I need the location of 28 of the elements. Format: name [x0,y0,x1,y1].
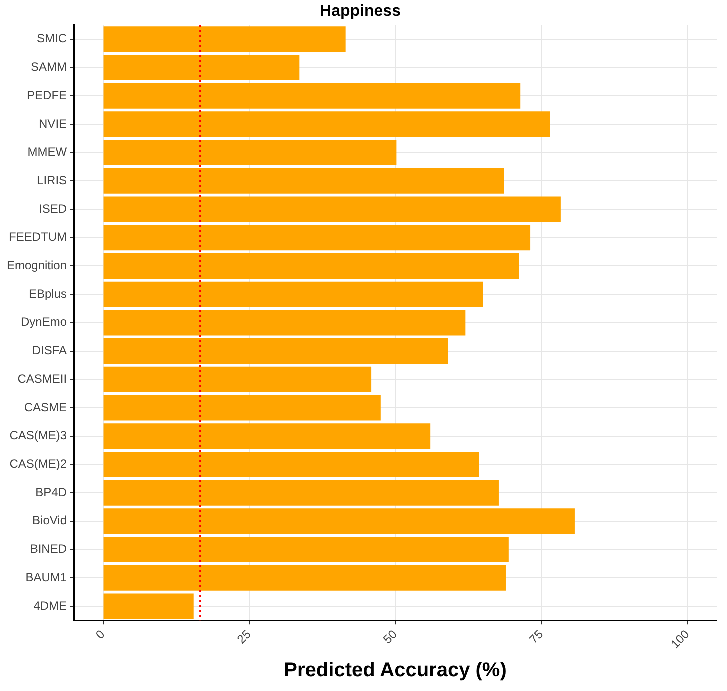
x-tick-label: 25 [234,627,254,647]
chart-title: Happiness [320,3,402,20]
y-tick-label: BioVid [32,514,68,528]
y-tick-label: DISFA [32,344,68,358]
y-tick-label: BP4D [36,485,68,500]
y-tick-label: CAS(ME)3 [10,428,68,443]
y-tick-label: 4DME [34,598,68,613]
y-tick-label: CASME [24,400,68,414]
y-tick-label: DynEmo [21,315,68,330]
y-tick-label: NVIE [39,116,68,131]
y-tick-label: LIRIS [37,173,68,188]
y-tick-label: SAMM [31,60,68,74]
x-axis-title: Predicted Accuracy (%) [284,660,507,682]
y-tick-label: MMEW [28,145,68,160]
y-tick-label: BAUM1 [26,570,68,584]
y-tick-label: CASMEII [18,372,68,386]
y-tick-label: SMIC [37,32,68,46]
x-tick-label: 0 [93,627,108,642]
x-tick-label: 100 [668,627,692,652]
y-tick-label: ISED [39,202,68,216]
y-tick-label: CAS(ME)2 [10,457,68,472]
y-tick-label: BINED [30,542,68,556]
y-tick-label: EBplus [29,286,68,301]
x-tick-label: 75 [526,627,546,647]
x-tick-label: 50 [380,627,400,647]
y-tick-label: PEDFE [27,88,68,102]
y-tick-label: FEEDTUM [9,230,68,244]
y-tick-label: Emognition [6,258,68,273]
